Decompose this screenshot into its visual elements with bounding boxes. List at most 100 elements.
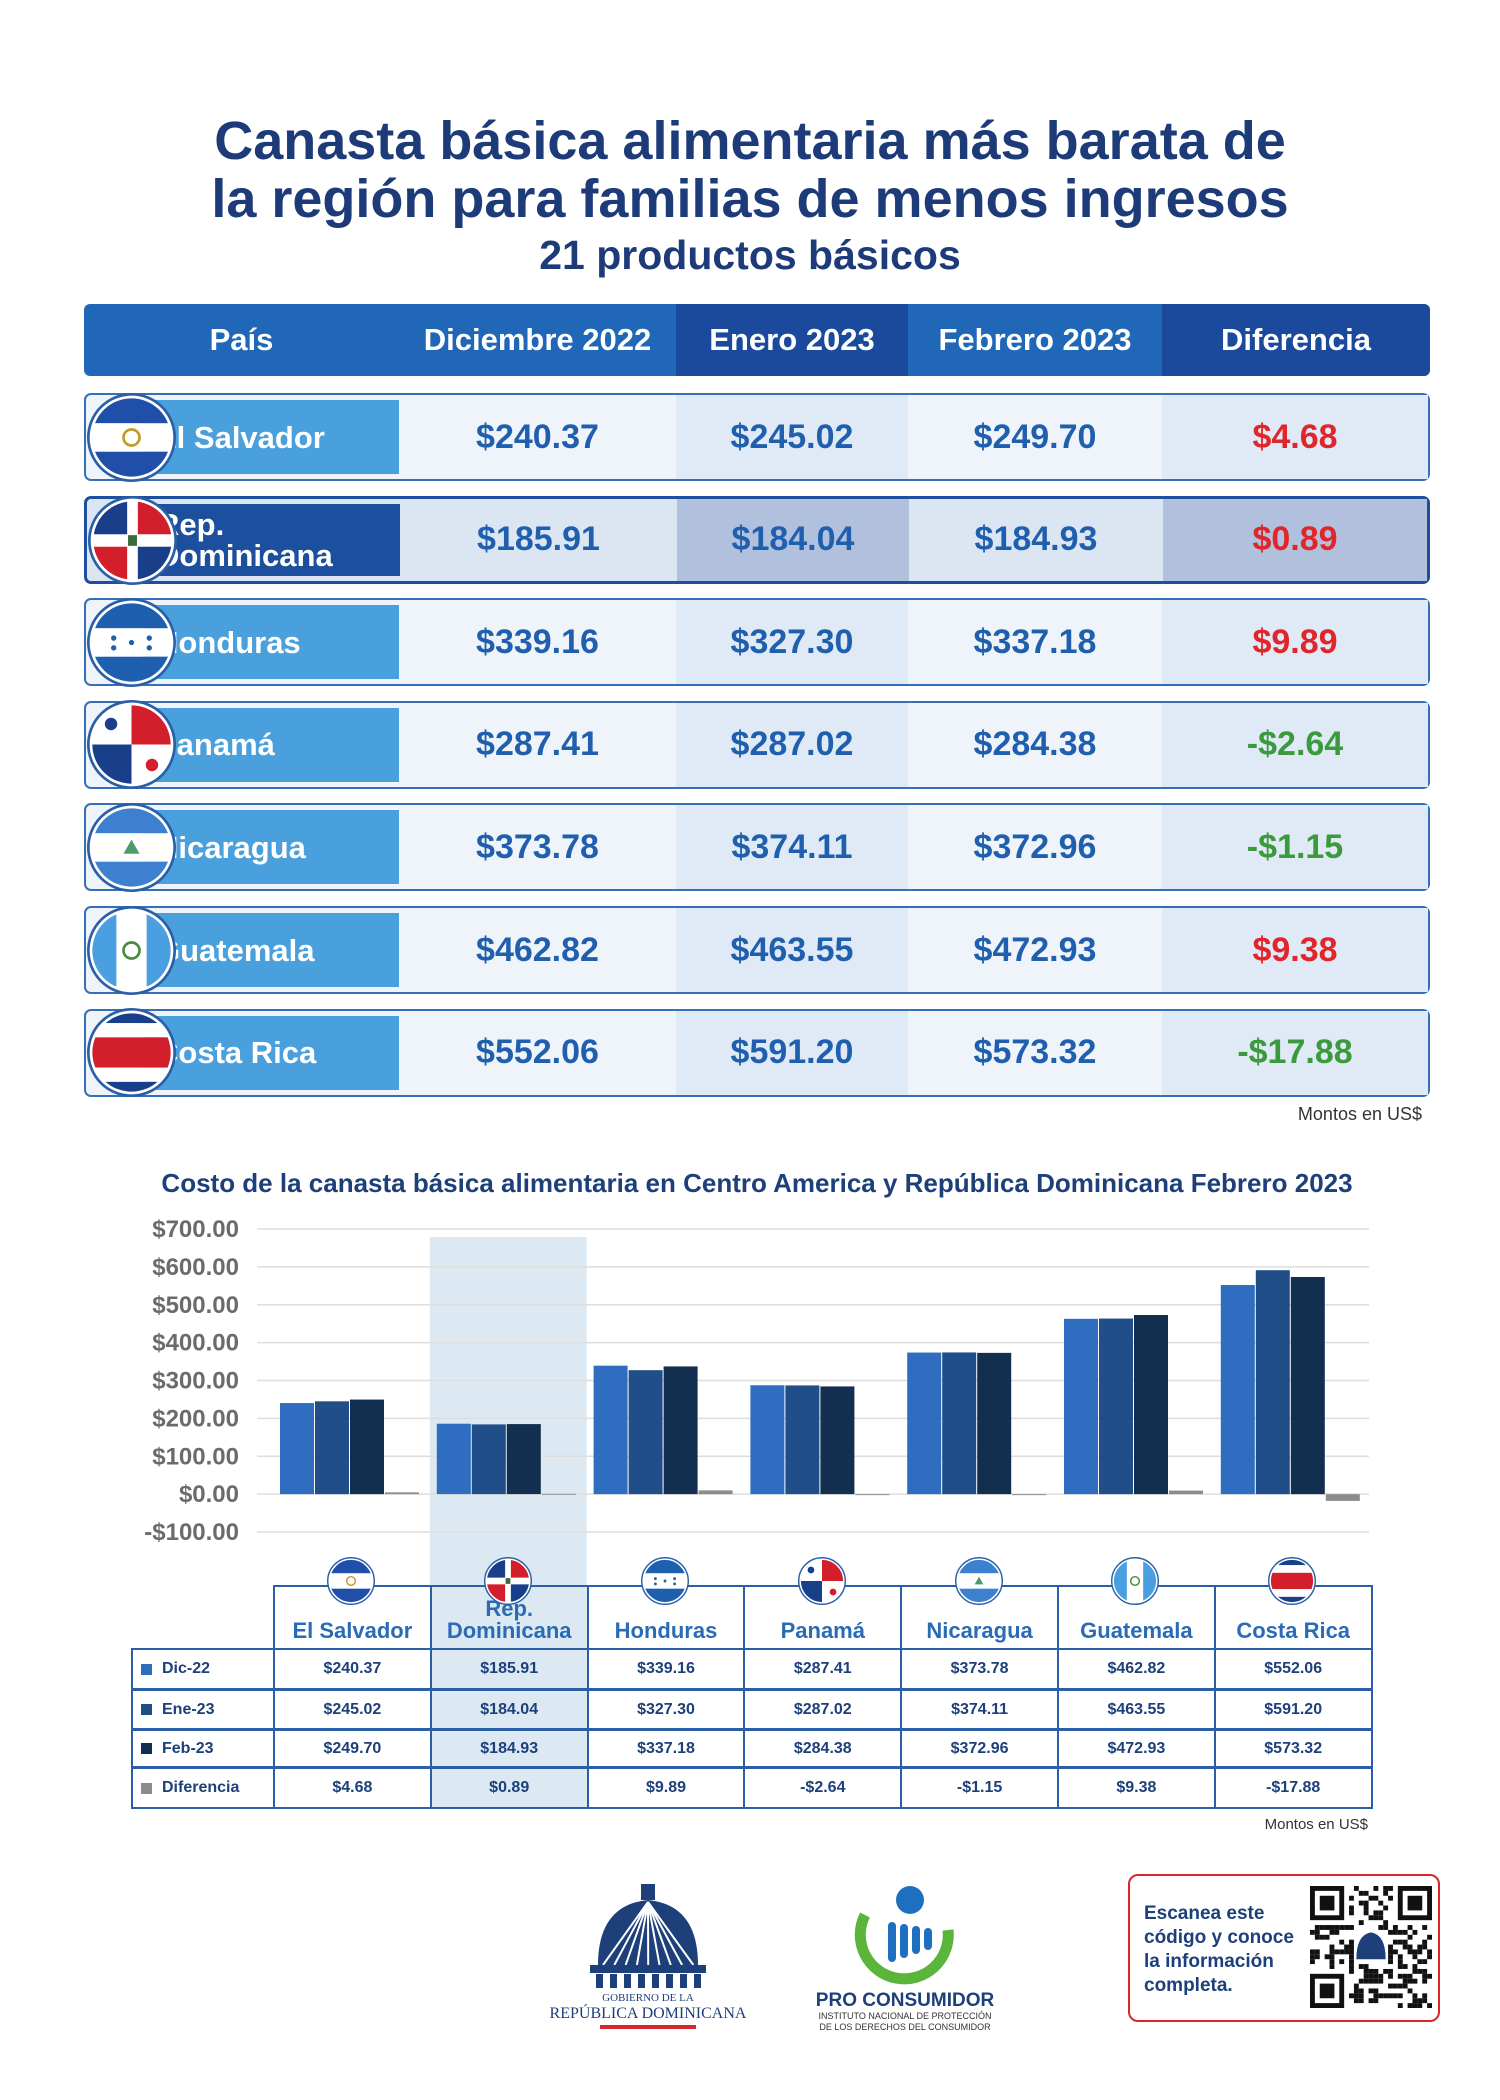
bar: [593, 1365, 628, 1495]
bar: [663, 1366, 698, 1495]
title-line: la región para familias de menos ingreso…: [211, 169, 1289, 229]
flag-part: [1349, 1954, 1354, 1960]
qr-code: [1310, 1886, 1432, 2008]
flag-part: [1388, 1944, 1393, 1950]
flag-part: [1368, 1915, 1374, 1921]
legend-swatch: [141, 1743, 152, 1754]
legend-swatch: [141, 1782, 152, 1794]
value-label: $184.04: [429, 1689, 589, 1730]
flag-part: [1397, 1929, 1403, 1935]
flag-part: [1412, 1949, 1418, 1955]
flag-part: [798, 1557, 845, 1605]
flag-part: [1353, 1886, 1359, 1891]
qr-text: Escanea este código y conoce la informac…: [1144, 1903, 1294, 1996]
flag-part: [88, 394, 175, 480]
flag-part: [829, 1588, 837, 1596]
flag-part: [1269, 1557, 1316, 1605]
flag-part: [1412, 1978, 1418, 1984]
flag-part: [1358, 1993, 1364, 1999]
table-cell: $373.78: [476, 827, 599, 866]
flag-part: [1329, 1929, 1335, 1935]
flag-part: [1368, 1988, 1374, 1994]
table-cell: $184.93: [974, 520, 1098, 559]
series-label-cell: Dic-22: [131, 1648, 275, 1690]
flag-part: [1417, 1968, 1423, 1974]
value-label: $4.68: [273, 1767, 432, 1809]
bar: [1169, 1490, 1203, 1495]
org-arc: [854, 1912, 954, 1985]
gov-line1: GOBIERNO DE LA: [602, 1992, 694, 2004]
column: [596, 1974, 603, 1988]
flag-part: [1397, 1954, 1403, 1960]
flag: [87, 700, 176, 790]
column: [652, 1974, 659, 1988]
bar: [820, 1386, 855, 1495]
country-name: El Salvador: [156, 419, 325, 455]
flag-part: [1388, 1949, 1393, 1955]
bar: [785, 1385, 820, 1495]
flag-part: [1353, 1993, 1359, 1999]
bar: [628, 1370, 663, 1495]
column: [610, 1974, 617, 1988]
flag-part: [1353, 1983, 1359, 1989]
chart-note: Montos en US$: [1264, 1816, 1368, 1833]
flag-part: [1373, 1895, 1379, 1901]
flag-part: [1356, 1932, 1386, 1960]
bar: [1325, 1494, 1360, 1501]
value-label: $185.91: [429, 1648, 589, 1690]
value-label: $249.70: [273, 1729, 432, 1768]
table-cell: $240.37: [476, 417, 599, 456]
flag-part: [1397, 1964, 1403, 1969]
flag-part: [807, 1566, 815, 1574]
flag-part: [1363, 1973, 1369, 1979]
flag-part: [145, 759, 159, 772]
flag-part: [122, 427, 141, 447]
legend-swatch: [141, 1663, 152, 1675]
flag-part: [1402, 1983, 1408, 1989]
flag-part: [1412, 1929, 1418, 1935]
base: [590, 1965, 706, 1973]
flag-part: [1378, 1978, 1384, 1984]
flag-part: [1402, 1964, 1408, 1969]
flag-part: [1324, 1954, 1330, 1960]
dome-rib: [624, 1901, 649, 1966]
flag-part: [1349, 1925, 1354, 1930]
value-label: $552.06: [1213, 1648, 1373, 1690]
country-cell: Honduras: [86, 597, 399, 687]
flag-part: [87, 392, 176, 482]
column-header: Febrero 2023: [938, 322, 1132, 357]
org-sub: DE LOS DERECHOS DEL CONSUMIDOR: [819, 2022, 991, 2032]
category-header: El Salvador: [273, 1585, 432, 1650]
column-header: Enero 2023: [676, 304, 908, 376]
table-cell: $591.20: [676, 1010, 908, 1095]
value-label: $245.02: [273, 1689, 432, 1730]
dome-rib: [647, 1901, 661, 1966]
table-header: País Diciembre 2022 Enero 2023 Febrero 2023…: [84, 304, 1430, 376]
flag: [954, 1557, 1003, 1605]
flag-part: [1388, 1983, 1393, 1989]
flag-part: [1319, 1934, 1325, 1940]
flag-part: [1373, 1910, 1379, 1916]
bar: [436, 1423, 471, 1495]
flag-part: [1407, 1973, 1413, 1979]
flag: [1268, 1557, 1317, 1605]
flag-part: [1363, 1968, 1369, 1974]
legend-swatch: [141, 1704, 152, 1715]
table-cell: $9.89: [1162, 600, 1428, 685]
flag-part: [1368, 1978, 1374, 1984]
flag-part: [1397, 2003, 1403, 2008]
table-cell: -$1.15: [1162, 805, 1428, 890]
bar: [1290, 1276, 1325, 1495]
y-tick-label: $300.00: [152, 1368, 239, 1395]
flag-part: [1383, 1925, 1389, 1930]
flag-part: [1358, 1978, 1364, 1984]
flag-part: [1329, 1925, 1335, 1930]
flag-part: [1329, 1964, 1335, 1969]
lantern: [641, 1884, 655, 1900]
flag-part: [1319, 1925, 1325, 1930]
country-cell: Nicaragua: [86, 802, 399, 892]
flag-part: [1349, 1905, 1354, 1911]
country-label-box: Costa Rica: [142, 1015, 399, 1090]
